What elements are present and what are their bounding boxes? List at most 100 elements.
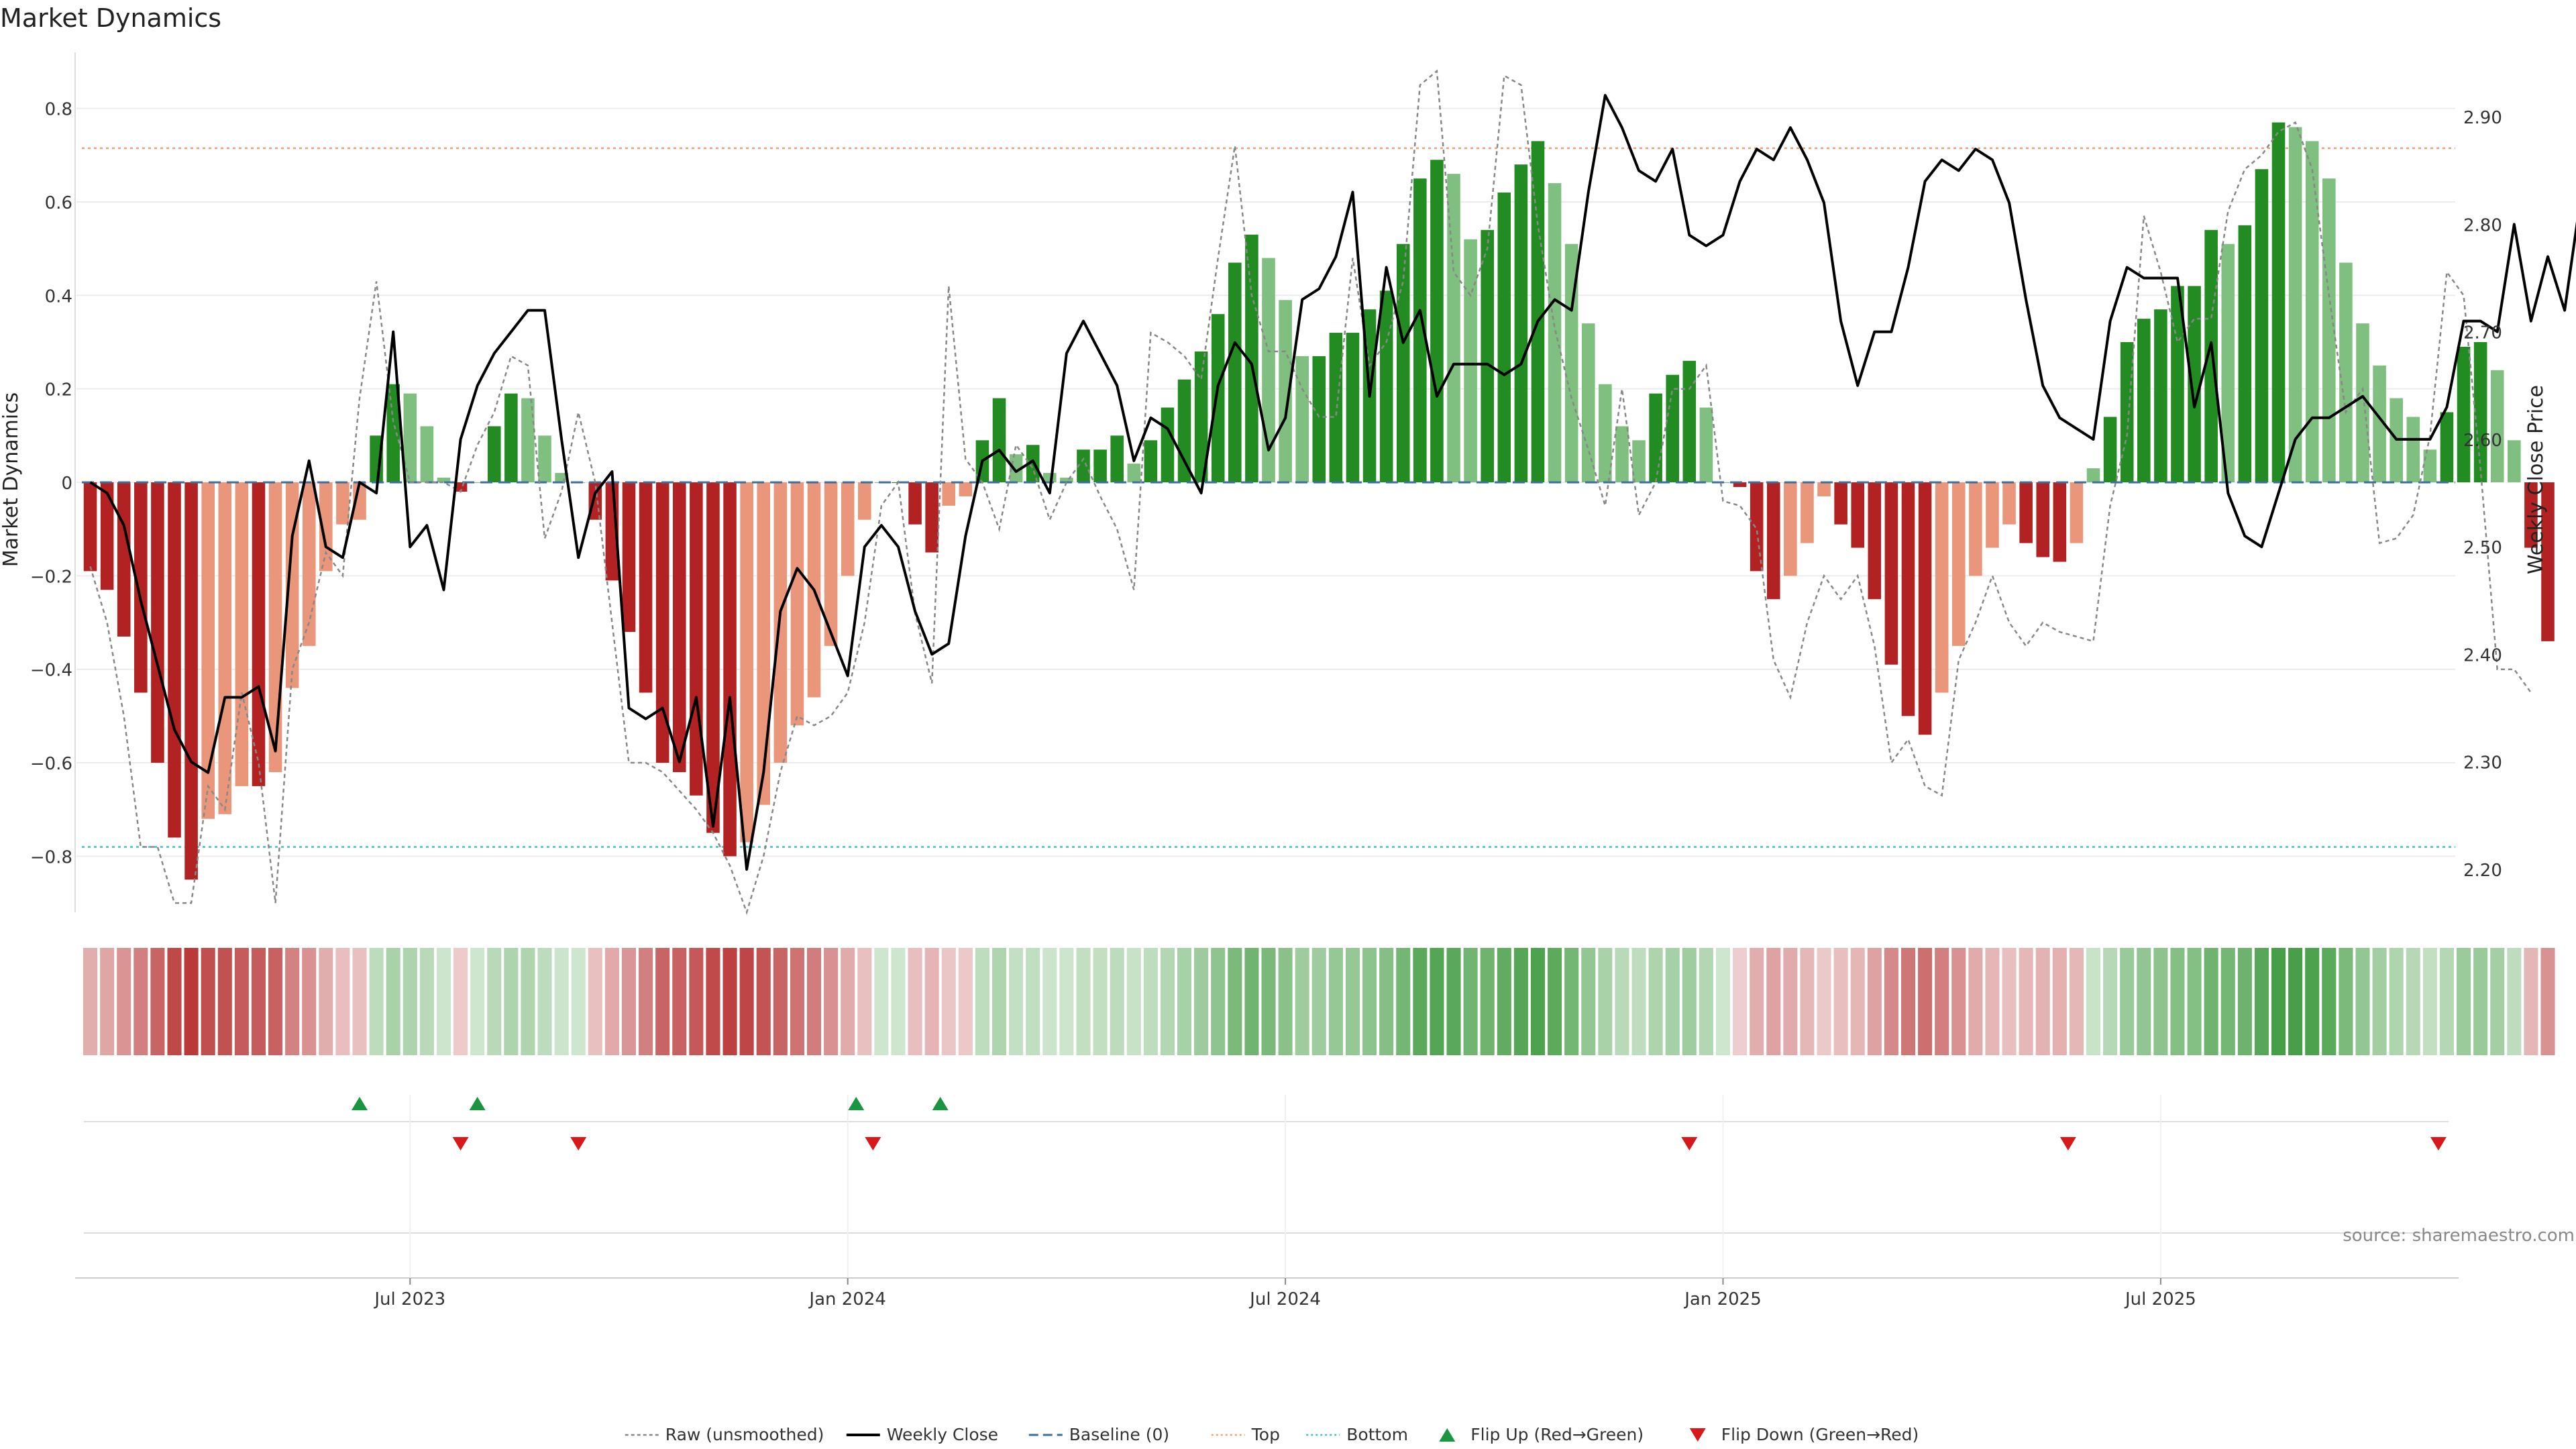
x-tick-label: Jul 2025 bbox=[2124, 1289, 2196, 1309]
strip-cell bbox=[201, 948, 215, 1055]
strip-cell bbox=[1446, 948, 1461, 1055]
y-tick-label: −0.6 bbox=[30, 754, 72, 774]
strip-cell bbox=[2406, 948, 2420, 1055]
strip-cell bbox=[1228, 948, 1242, 1055]
legend-label: Flip Down (Green→Red) bbox=[1721, 1425, 1919, 1444]
momentum-bar bbox=[740, 482, 753, 843]
momentum-bar bbox=[1514, 164, 1528, 482]
strip-cell bbox=[150, 948, 165, 1055]
strip-cell bbox=[1042, 948, 1057, 1055]
y-tick-label: 0.4 bbox=[45, 286, 72, 307]
momentum-bar bbox=[1262, 258, 1275, 482]
momentum-bar bbox=[2339, 262, 2353, 482]
strip-cell bbox=[2288, 948, 2303, 1055]
momentum-bar bbox=[622, 482, 636, 632]
y2-tick-label: 2.60 bbox=[2463, 431, 2502, 451]
momentum-bar bbox=[2305, 141, 2319, 482]
y2-axis-ticks: 2.20 2.30 2.40 2.50 2.60 2.70 2.80 2.90 bbox=[2463, 108, 2502, 881]
momentum-bar bbox=[1430, 160, 1444, 482]
strip-cell bbox=[352, 948, 367, 1055]
legend-label: Flip Up (Red→Green) bbox=[1470, 1425, 1644, 1444]
strip-cell bbox=[891, 948, 906, 1055]
momentum-bar bbox=[2221, 244, 2235, 482]
momentum-bar bbox=[1077, 449, 1090, 482]
strip-cell bbox=[773, 948, 788, 1055]
strip-cell bbox=[1682, 948, 1697, 1055]
strip-cell bbox=[1345, 948, 1360, 1055]
momentum-bar bbox=[1396, 244, 1410, 482]
x-tick-label: Jan 2025 bbox=[1683, 1289, 1762, 1309]
momentum-bar bbox=[2271, 122, 2286, 482]
strip-cell bbox=[857, 948, 872, 1055]
momentum-bar bbox=[1481, 229, 1494, 482]
strip-cell bbox=[1076, 948, 1091, 1055]
momentum-bar bbox=[672, 482, 686, 772]
strip-cell bbox=[554, 948, 569, 1055]
strip-cell bbox=[2052, 948, 2067, 1055]
strip-cell bbox=[756, 948, 771, 1055]
strip-cell bbox=[504, 948, 519, 1055]
momentum-bar bbox=[1329, 333, 1343, 482]
strip-cell bbox=[2490, 948, 2505, 1055]
momentum-bar bbox=[1279, 300, 1292, 482]
momentum-bar bbox=[2154, 309, 2167, 482]
strip-cell bbox=[1750, 948, 1764, 1055]
momentum-bar bbox=[1464, 239, 1477, 482]
strip-cell bbox=[2355, 948, 2370, 1055]
x-tick-label: Jul 2024 bbox=[1248, 1289, 1321, 1309]
strip-cell bbox=[1985, 948, 2000, 1055]
legend-label: Weekly Close bbox=[887, 1425, 998, 1444]
momentum-bar bbox=[252, 482, 266, 786]
momentum-bar bbox=[908, 482, 922, 525]
momentum-bar bbox=[1144, 440, 1158, 482]
momentum-bar bbox=[790, 482, 804, 726]
strip-cell bbox=[2254, 948, 2269, 1055]
strip-cell bbox=[2086, 948, 2101, 1055]
strip-cell bbox=[386, 948, 400, 1055]
strip-cell bbox=[2389, 948, 2404, 1055]
strip-cell bbox=[958, 948, 973, 1055]
momentum-bar bbox=[706, 482, 720, 833]
momentum-bar bbox=[1447, 174, 1460, 482]
momentum-bar bbox=[386, 384, 400, 482]
strip-cell bbox=[1160, 948, 1175, 1055]
y-tick-label: −0.8 bbox=[30, 847, 72, 867]
strip-cell bbox=[874, 948, 889, 1055]
y-tick-label: 0.2 bbox=[45, 380, 72, 400]
momentum-bar bbox=[1581, 323, 1595, 482]
strip-cell bbox=[2237, 948, 2252, 1055]
strip-cell bbox=[672, 948, 687, 1055]
momentum-bar bbox=[1548, 183, 1562, 482]
momentum-bar bbox=[2036, 482, 2050, 557]
strip-cell bbox=[1935, 948, 1949, 1055]
momentum-bar bbox=[1935, 482, 1949, 693]
momentum-bar bbox=[403, 393, 417, 482]
strip-cell bbox=[1110, 948, 1124, 1055]
strip-cell bbox=[1244, 948, 1259, 1055]
momentum-bar bbox=[1043, 473, 1057, 482]
strip-cell bbox=[604, 948, 619, 1055]
momentum-bar bbox=[2322, 178, 2336, 482]
momentum-bar bbox=[504, 393, 518, 482]
momentum-bar bbox=[757, 482, 771, 805]
momentum-bar bbox=[1784, 482, 1797, 576]
strip-cell bbox=[1177, 948, 1192, 1055]
y-tick-label: 0.6 bbox=[45, 193, 72, 213]
raw-line bbox=[89, 69, 2532, 915]
strip-cell bbox=[941, 948, 956, 1055]
momentum-bar bbox=[336, 482, 350, 525]
momentum-bar bbox=[1868, 482, 1882, 600]
momentum-bars bbox=[83, 122, 2555, 880]
momentum-bar bbox=[1312, 356, 1326, 482]
momentum-bar bbox=[1127, 464, 1141, 482]
momentum-bar bbox=[1918, 482, 1932, 735]
strip-cell bbox=[1211, 948, 1226, 1055]
momentum-bar bbox=[1632, 440, 1646, 482]
strip-cell bbox=[1800, 948, 1815, 1055]
momentum-bar bbox=[184, 482, 198, 880]
momentum-bar bbox=[639, 482, 653, 693]
momentum-bar bbox=[151, 482, 164, 763]
momentum-bar bbox=[1750, 482, 1764, 572]
strip-cell bbox=[2524, 948, 2538, 1055]
momentum-bar bbox=[2053, 482, 2067, 562]
